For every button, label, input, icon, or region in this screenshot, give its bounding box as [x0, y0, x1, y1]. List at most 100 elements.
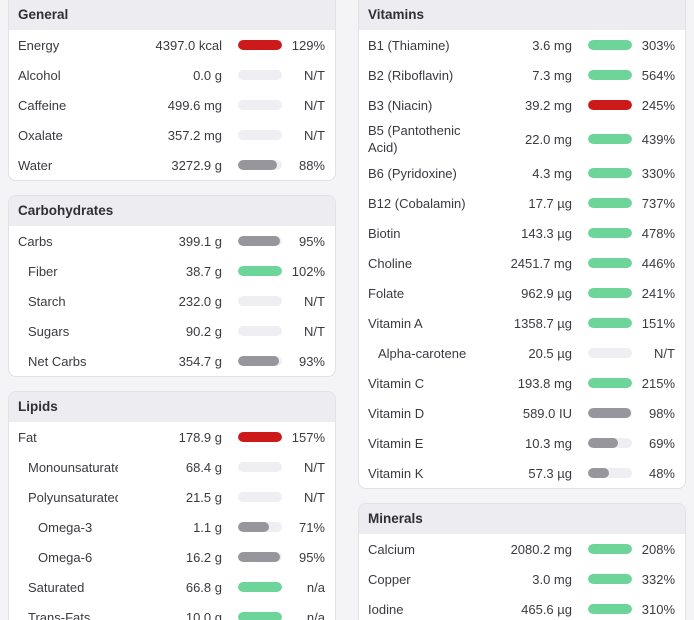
nutrient-row[interactable]: Copper 3.0 mg 332%	[359, 564, 685, 594]
nutrient-row[interactable]: Fiber 38.7 g 102%	[9, 256, 335, 286]
progress-fill	[588, 438, 619, 448]
nutrient-amount: 1.1 g	[193, 519, 222, 535]
nutrient-row[interactable]: Sugars 90.2 g N/T	[9, 316, 335, 346]
nutrient-row[interactable]: Iodine 465.6 µg 310%	[359, 594, 685, 620]
nutrient-row[interactable]: Alcohol 0.0 g N/T	[9, 60, 335, 90]
nutrient-row[interactable]: Vitamin E 10.3 mg 69%	[359, 428, 685, 458]
nutrient-row[interactable]: Net Carbs 354.7 g 93%	[9, 346, 335, 376]
carbohydrates-card: Carbohydrates Carbs 399.1 g 95% Fiber 38.7 g…	[8, 195, 336, 377]
progress-fill	[588, 318, 632, 328]
carbohydrates-header[interactable]: Carbohydrates	[9, 196, 335, 226]
nutrient-percent: 215%	[641, 375, 675, 391]
progress-fill	[588, 378, 632, 388]
right-column: Vitamins B1 (Thiamine) 3.6 mg 303% B2 (Ribo…	[358, 0, 686, 620]
nutrient-amount: 232.0 g	[178, 293, 222, 309]
progress-bar	[238, 130, 282, 140]
nutrient-row[interactable]: Folate 962.9 µg 241%	[359, 278, 685, 308]
general-header[interactable]: General	[9, 0, 335, 30]
nutrient-row[interactable]: Vitamin C 193.8 mg 215%	[359, 368, 685, 398]
nutrient-amount: 399.1 g	[178, 233, 222, 249]
nutrient-percent: 241%	[641, 285, 675, 301]
nutrient-amount: 4.3 mg	[532, 165, 572, 181]
nutrient-row[interactable]: Caffeine 499.6 mg N/T	[9, 90, 335, 120]
progress-bar	[238, 326, 282, 336]
nutrient-row[interactable]: Vitamin D 589.0 IU 98%	[359, 398, 685, 428]
nutrient-percent: 478%	[641, 225, 675, 241]
nutrient-name: Calcium	[368, 541, 415, 557]
progress-bar	[588, 408, 632, 418]
nutrient-row[interactable]: Calcium 2080.2 mg 208%	[359, 534, 685, 564]
nutrient-row[interactable]: Fat 178.9 g 157%	[9, 422, 335, 452]
nutrient-amount: 962.9 µg	[521, 285, 572, 301]
nutrient-amount: 354.7 g	[178, 353, 222, 369]
nutrient-row[interactable]: B1 (Thiamine) 3.6 mg 303%	[359, 30, 685, 60]
progress-bar	[238, 552, 282, 562]
nutrient-name: Starch	[28, 293, 66, 309]
nutrient-name: Vitamin C	[368, 375, 425, 391]
progress-fill	[588, 574, 632, 584]
nutrient-row[interactable]: Omega-6 16.2 g 95%	[9, 542, 335, 572]
nutrient-row[interactable]: Alpha-carotene 20.5 µg N/T	[359, 338, 685, 368]
nutrient-percent: N/T	[304, 323, 325, 339]
nutrient-row[interactable]: Saturated 66.8 g n/a	[9, 572, 335, 602]
nutrient-percent: 564%	[641, 67, 675, 83]
progress-bar	[238, 236, 282, 246]
nutrient-row[interactable]: B5 (Pantothenic Acid) 22.0 mg 439%	[359, 120, 685, 158]
progress-fill	[238, 582, 282, 592]
nutrient-row[interactable]: Choline 2451.7 mg 446%	[359, 248, 685, 278]
nutrient-name: Polyunsaturated	[28, 489, 118, 505]
progress-bar	[588, 168, 632, 178]
nutrient-name: Alpha-carotene	[378, 345, 467, 361]
nutrient-amount: 357.2 mg	[167, 127, 222, 143]
nutrient-row[interactable]: B2 (Riboflavin) 7.3 mg 564%	[359, 60, 685, 90]
progress-bar	[238, 492, 282, 502]
nutrient-row[interactable]: Water 3272.9 g 88%	[9, 150, 335, 180]
minerals-header[interactable]: Minerals	[359, 504, 685, 534]
progress-fill	[238, 40, 282, 50]
nutrient-row[interactable]: Vitamin K 57.3 µg 48%	[359, 458, 685, 488]
progress-fill	[588, 228, 632, 238]
nutrient-row[interactable]: B6 (Pyridoxine) 4.3 mg 330%	[359, 158, 685, 188]
nutrient-row[interactable]: Energy 4397.0 kcal 129%	[9, 30, 335, 60]
nutrient-row[interactable]: Polyunsaturated 21.5 g N/T	[9, 482, 335, 512]
nutrient-row[interactable]: Monounsaturated 68.4 g N/T	[9, 452, 335, 482]
lipids-card: Lipids Fat 178.9 g 157% Monounsaturated 68.4…	[8, 391, 336, 620]
progress-fill	[588, 198, 632, 208]
nutrient-amount: 10.0 g	[185, 609, 222, 620]
nutrient-amount: 193.8 mg	[517, 375, 572, 391]
nutrient-name: Folate	[368, 285, 405, 301]
nutrient-name: Monounsaturated	[28, 459, 118, 475]
vitamins-header[interactable]: Vitamins	[359, 0, 685, 30]
nutrient-name: Water	[18, 157, 53, 173]
nutrient-percent: N/T	[654, 345, 675, 361]
progress-fill	[238, 266, 282, 276]
nutrient-row[interactable]: Biotin 143.3 µg 478%	[359, 218, 685, 248]
nutrient-name: Saturated	[28, 579, 85, 595]
nutrient-row[interactable]: Starch 232.0 g N/T	[9, 286, 335, 316]
nutrient-name: Vitamin A	[368, 315, 423, 331]
nutrient-amount: 1358.7 µg	[513, 315, 572, 331]
lipids-header[interactable]: Lipids	[9, 392, 335, 422]
progress-bar	[588, 258, 632, 268]
progress-fill	[588, 408, 632, 418]
nutrient-amount: 66.8 g	[185, 579, 222, 595]
progress-fill	[238, 612, 282, 620]
progress-bar	[588, 70, 632, 80]
nutrient-name: Omega-6	[38, 549, 93, 565]
nutrient-row[interactable]: Trans-Fats 10.0 g n/a	[9, 602, 335, 620]
nutrient-row[interactable]: B12 (Cobalamin) 17.7 µg 737%	[359, 188, 685, 218]
nutrient-row[interactable]: B3 (Niacin) 39.2 mg 245%	[359, 90, 685, 120]
progress-fill	[588, 288, 632, 298]
progress-bar	[588, 318, 632, 328]
nutrient-name: Carbs	[18, 233, 53, 249]
nutrient-percent: 439%	[641, 131, 675, 147]
nutrient-amount: 2451.7 mg	[510, 255, 572, 271]
nutrient-row[interactable]: Omega-3 1.1 g 71%	[9, 512, 335, 542]
nutrient-row[interactable]: Vitamin A 1358.7 µg 151%	[359, 308, 685, 338]
nutrient-row[interactable]: Oxalate 357.2 mg N/T	[9, 120, 335, 150]
nutrient-percent: 157%	[291, 429, 325, 445]
progress-bar	[588, 544, 632, 554]
nutrient-row[interactable]: Carbs 399.1 g 95%	[9, 226, 335, 256]
progress-bar	[238, 612, 282, 620]
nutrient-amount: 16.2 g	[185, 549, 222, 565]
